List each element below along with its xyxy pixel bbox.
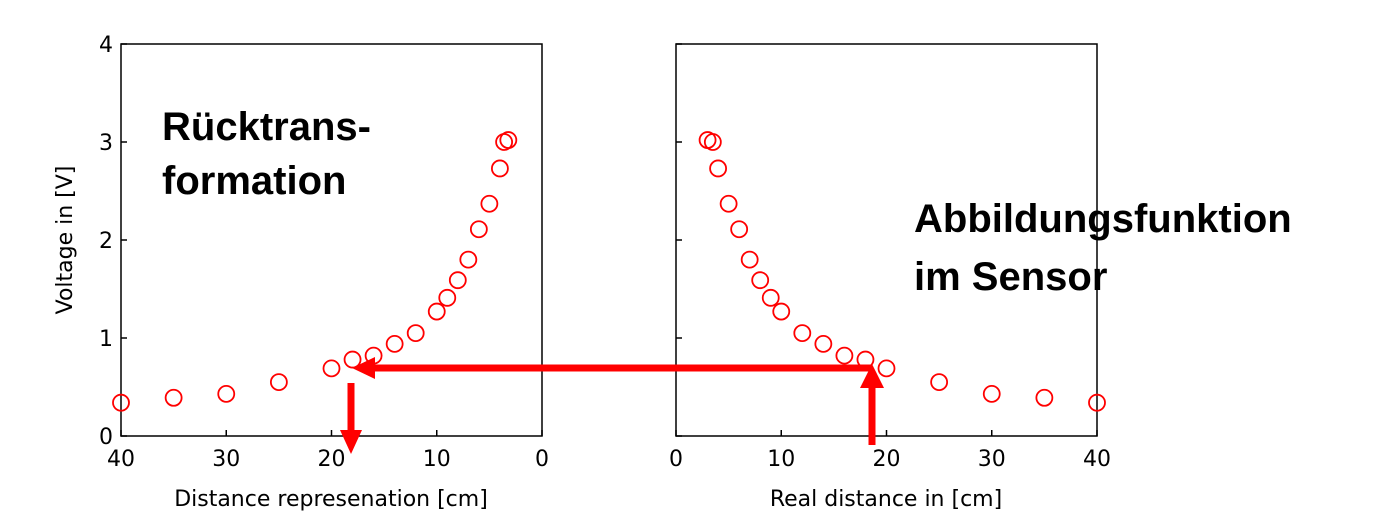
left-x-tick-label: 20 — [318, 447, 346, 472]
left-data-point — [469, 220, 488, 239]
left-data-point — [112, 393, 130, 412]
left-data-point — [164, 388, 183, 407]
left-data-point — [427, 302, 446, 321]
left-y-tick-label: 3 — [99, 131, 113, 156]
left-y-tick-label: 1 — [99, 327, 113, 352]
right-x-tick-label: 30 — [978, 447, 1006, 472]
left-points — [112, 131, 518, 412]
right-data-point — [761, 288, 780, 307]
right-panel: 0 10 20 30 40 Real distance in [cm] Abbildun… — [669, 43, 1292, 512]
left-ticks: 40 30 20 10 0 0 1 2 3 4 — [99, 33, 549, 472]
left-data-point — [343, 350, 362, 369]
left-data-point — [385, 334, 404, 353]
left-data-point — [269, 373, 288, 392]
left-panel: 40 30 20 10 0 0 1 2 3 4 Distance represenation [c… — [53, 33, 549, 512]
right-data-point — [719, 194, 738, 213]
arrow-left-head — [352, 357, 375, 379]
right-data-point — [982, 384, 1001, 403]
left-annotation-line1: Rücktrans- — [162, 105, 371, 149]
right-ticks: 0 10 20 30 40 — [669, 43, 1111, 472]
right-x-axis-label: Real distance in [cm] — [770, 487, 1002, 512]
right-x-tick-label: 20 — [873, 447, 901, 472]
right-x-tick-label: 40 — [1083, 447, 1111, 472]
left-y-tick-label: 0 — [99, 425, 113, 450]
right-data-point — [1088, 393, 1106, 412]
left-x-tick-label: 0 — [535, 447, 549, 472]
left-data-point — [480, 194, 499, 213]
right-data-point — [793, 324, 812, 343]
left-data-point — [499, 131, 518, 149]
left-data-point — [438, 288, 457, 307]
right-data-point — [709, 159, 727, 178]
right-data-point — [703, 133, 722, 151]
right-x-tick-label: 10 — [767, 447, 795, 472]
arrow-up-head — [860, 364, 884, 388]
left-data-point — [448, 271, 467, 290]
left-data-point — [490, 159, 509, 178]
right-annotation-line2: im Sensor — [914, 255, 1107, 299]
mapping-arrows — [340, 357, 884, 454]
left-annotation-line2: formation — [162, 159, 346, 203]
left-data-point — [217, 384, 236, 403]
right-annotation-line1: Abbildungsfunktion — [914, 197, 1292, 241]
right-data-point — [814, 334, 833, 353]
left-data-point — [459, 250, 478, 269]
right-data-point — [930, 373, 949, 392]
left-y-tick-label: 2 — [99, 229, 113, 254]
left-y-tick-label: 4 — [99, 33, 113, 58]
right-points — [698, 131, 1106, 412]
left-y-axis-label: Voltage in [V] — [53, 166, 78, 315]
left-x-tick-label: 40 — [107, 447, 135, 472]
right-data-point — [772, 302, 791, 321]
right-data-point — [751, 271, 770, 290]
left-x-tick-label: 10 — [423, 447, 451, 472]
left-data-point — [406, 324, 425, 343]
right-data-point — [1035, 388, 1054, 407]
right-data-point — [877, 359, 896, 378]
left-data-point — [322, 359, 341, 378]
arrow-down-head — [340, 430, 362, 454]
right-x-tick-label: 0 — [669, 447, 683, 472]
left-x-tick-label: 30 — [212, 447, 240, 472]
right-data-point — [740, 250, 759, 269]
right-data-point — [835, 346, 854, 365]
right-data-point — [730, 220, 749, 239]
left-x-axis-label: Distance represenation [cm] — [174, 487, 488, 512]
